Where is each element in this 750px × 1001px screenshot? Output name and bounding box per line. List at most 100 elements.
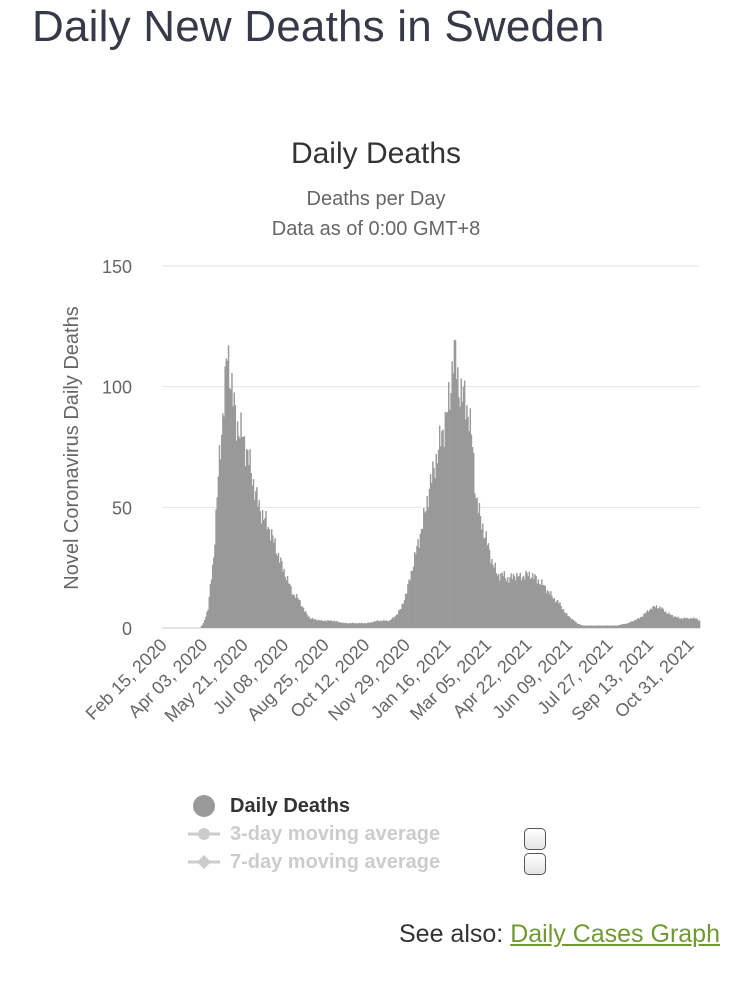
bar-day-315[interactable] [519, 572, 521, 628]
bar-day-253[interactable] [449, 409, 451, 628]
bar-day-452[interactable] [675, 616, 677, 628]
bar-day-368[interactable] [579, 624, 582, 628]
bar-day-244[interactable] [438, 425, 441, 628]
bar-day-83[interactable] [256, 487, 258, 628]
bar-day-250[interactable] [445, 412, 448, 628]
bar-day-362[interactable] [572, 620, 575, 628]
bar-day-246[interactable] [441, 431, 443, 628]
bar-day-130[interactable] [309, 618, 311, 628]
bar-day-90[interactable] [264, 518, 266, 628]
bar-day-271[interactable] [469, 408, 472, 628]
bar-day-446[interactable] [668, 612, 670, 628]
bar-day-154[interactable] [336, 621, 339, 628]
bar-day-181[interactable] [367, 622, 369, 628]
bar-day-429[interactable] [648, 610, 651, 628]
bar-day-400[interactable] [616, 625, 618, 628]
bar-day-41[interactable] [208, 597, 210, 628]
bar-day-471[interactable] [696, 619, 699, 628]
bar-day-63[interactable] [233, 392, 235, 628]
bar-day-215[interactable] [406, 593, 408, 628]
bar-day-69[interactable] [240, 412, 242, 628]
bar-day-179[interactable] [365, 623, 367, 628]
bar-day-300[interactable] [502, 576, 504, 628]
bar-day-58[interactable] [227, 345, 230, 628]
bar-day-366[interactable] [577, 623, 579, 628]
bar-day-260[interactable] [457, 367, 459, 628]
bar-day-256[interactable] [452, 373, 455, 628]
bar-day-183[interactable] [369, 622, 372, 628]
bar-day-278[interactable] [477, 513, 479, 628]
bar-day-104[interactable] [280, 557, 282, 628]
bar-day-142[interactable] [323, 621, 325, 628]
bar-day-279[interactable] [478, 502, 481, 628]
bar-day-184[interactable] [370, 622, 373, 628]
bar-day-37[interactable] [204, 619, 206, 628]
bar-day-307[interactable] [510, 573, 512, 628]
bar-day-203[interactable] [392, 616, 394, 628]
bar-day-383[interactable] [596, 625, 599, 628]
bar-day-99[interactable] [274, 538, 276, 628]
bar-day-332[interactable] [538, 583, 541, 628]
bar-day-439[interactable] [660, 608, 662, 628]
bar-day-78[interactable] [250, 472, 252, 628]
bar-day-375[interactable] [587, 625, 590, 628]
bar-day-381[interactable] [594, 625, 596, 628]
bar-day-415[interactable] [633, 621, 635, 628]
bar-day-401[interactable] [617, 625, 619, 628]
bar-day-343[interactable] [551, 596, 553, 628]
bar-day-387[interactable] [601, 625, 603, 628]
bar-day-336[interactable] [543, 585, 545, 628]
bar-day-161[interactable] [344, 623, 347, 628]
bar-day-385[interactable] [598, 625, 601, 628]
bar-day-239[interactable] [433, 468, 435, 628]
bar-day-382[interactable] [595, 625, 598, 628]
bar-day-419[interactable] [637, 618, 640, 628]
bar-day-209[interactable] [399, 609, 401, 629]
bar-day-331[interactable] [537, 579, 540, 628]
bar-day-225[interactable] [417, 539, 419, 628]
bar-day-359[interactable] [569, 617, 571, 628]
bar-day-43[interactable] [210, 579, 213, 628]
bar-day-155[interactable] [337, 622, 340, 628]
bar-day-139[interactable] [319, 620, 322, 628]
bar-day-100[interactable] [275, 553, 277, 628]
bar-day-258[interactable] [454, 340, 457, 628]
bar-day-226[interactable] [418, 547, 420, 628]
bar-day-342[interactable] [550, 591, 552, 628]
bar-day-106[interactable] [282, 571, 284, 628]
bar-day-118[interactable] [295, 593, 298, 628]
bar-day-328[interactable] [534, 574, 536, 628]
bar-day-110[interactable] [286, 576, 289, 628]
bar-day-39[interactable] [206, 611, 208, 628]
bar-day-113[interactable] [290, 585, 292, 628]
bar-day-173[interactable] [358, 622, 360, 628]
bar-day-335[interactable] [542, 585, 544, 628]
bar-day-207[interactable] [396, 614, 399, 628]
bar-day-338[interactable] [545, 593, 548, 628]
bar-day-425[interactable] [644, 613, 646, 628]
bar-day-432[interactable] [652, 606, 654, 628]
bar-day-373[interactable] [585, 625, 587, 628]
bar-day-473[interactable] [698, 620, 701, 628]
bar-day-56[interactable] [225, 358, 227, 628]
bar-day-299[interactable] [501, 572, 503, 628]
bar-day-201[interactable] [390, 619, 392, 628]
bar-day-164[interactable] [348, 623, 350, 628]
bar-day-308[interactable] [511, 579, 514, 628]
bar-day-263[interactable] [460, 378, 462, 628]
bar-day-189[interactable] [376, 620, 378, 628]
bar-day-67[interactable] [238, 435, 240, 628]
bar-day-251[interactable] [446, 411, 449, 628]
bar-day-418[interactable] [636, 618, 638, 628]
bar-day-133[interactable] [312, 619, 315, 628]
bar-day-141[interactable] [322, 621, 324, 628]
bar-day-330[interactable] [536, 583, 538, 628]
bar-day-466[interactable] [690, 618, 693, 628]
bar-day-54[interactable] [223, 416, 225, 628]
bar-day-436[interactable] [656, 608, 659, 628]
bar-day-352[interactable] [561, 609, 563, 628]
bar-day-301[interactable] [503, 571, 506, 628]
bar-day-351[interactable] [560, 605, 562, 628]
bar-day-393[interactable] [608, 625, 610, 628]
bar-day-191[interactable] [378, 621, 381, 628]
